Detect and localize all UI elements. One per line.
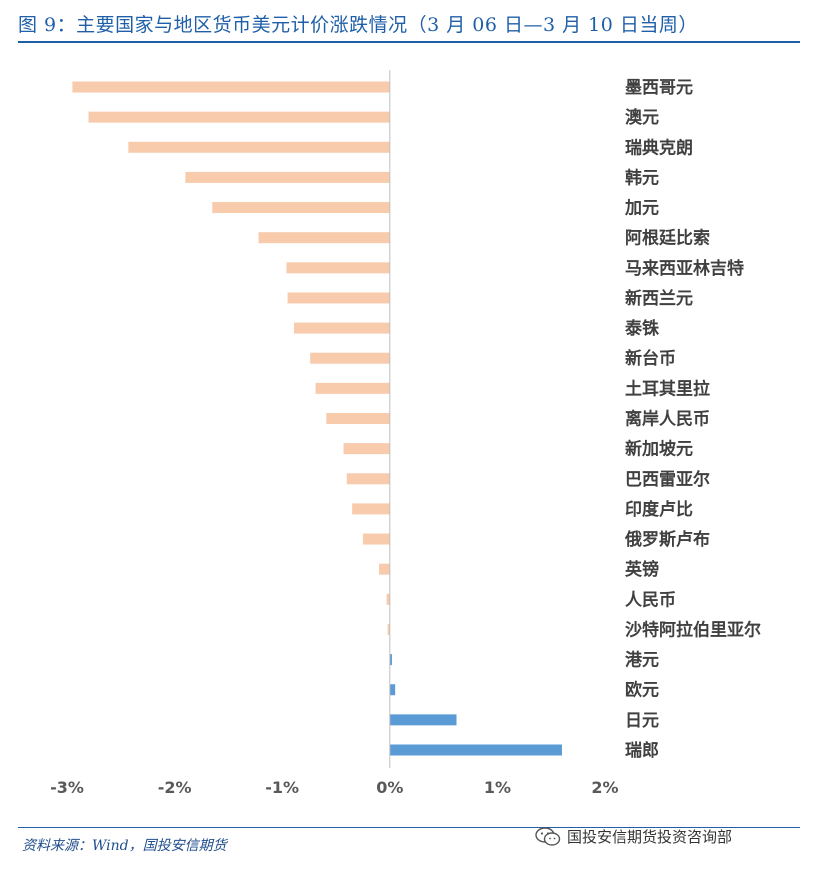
- category-label: 瑞典克朗: [625, 137, 693, 158]
- bar: [346, 473, 390, 485]
- x-tick-label: 0%: [376, 778, 403, 797]
- category-label: 英镑: [625, 559, 659, 580]
- chart-title: 图 9：主要国家与地区货币美元计价涨跌情况（3 月 06 日—3 月 10 日当…: [18, 14, 698, 36]
- category-label: 新台币: [625, 348, 676, 369]
- x-tick-label: 2%: [591, 778, 618, 797]
- bar-chart: 墨西哥元澳元瑞典克朗韩元加元阿根廷比索马来西亚林吉特新西兰元泰铢新台币土耳其里拉…: [50, 70, 761, 797]
- bar: [310, 352, 390, 364]
- bar: [72, 81, 390, 93]
- watermark-text: 国投安信期货投资咨询部: [567, 828, 733, 846]
- category-label: 印度卢比: [625, 499, 693, 520]
- bar: [88, 111, 390, 123]
- category-label: 港元: [625, 650, 659, 671]
- bar: [343, 443, 390, 455]
- category-label: 马来西亚林吉特: [625, 258, 744, 279]
- bar: [258, 232, 390, 244]
- category-label: 加元: [624, 199, 659, 219]
- bar: [389, 714, 457, 726]
- bar: [352, 503, 390, 515]
- category-label: 瑞郎: [625, 740, 659, 761]
- category-label: 韩元: [625, 167, 659, 188]
- category-label: 日元: [625, 711, 659, 731]
- bar: [362, 533, 390, 545]
- category-label: 澳元: [625, 107, 659, 128]
- footer-divider: [18, 827, 800, 828]
- wechat-icon: [535, 826, 561, 846]
- x-tick-label: -2%: [158, 778, 192, 797]
- category-label: 土耳其里拉: [625, 378, 710, 399]
- category-label: 沙特阿拉伯里亚尔: [625, 619, 761, 640]
- bar: [287, 292, 390, 304]
- category-label: 巴西雷亚尔: [625, 469, 710, 490]
- x-tick-labels: -3% -2% -1% 0% 1% 2%: [50, 778, 618, 797]
- bar: [379, 563, 390, 575]
- category-label: 新西兰元: [625, 288, 693, 309]
- bar: [389, 654, 392, 666]
- category-label: 离岸人民币: [625, 409, 710, 430]
- category-label: 新加坡元: [625, 439, 693, 460]
- bar: [128, 141, 390, 153]
- bar: [326, 413, 390, 424]
- title-divider: [18, 41, 800, 43]
- bar: [389, 744, 562, 756]
- x-tick-label: 1%: [484, 778, 511, 797]
- bar: [212, 202, 390, 214]
- source-note: 资料来源：Wind，国投安信期货: [22, 838, 227, 854]
- bar: [389, 684, 396, 696]
- bar: [315, 382, 390, 394]
- bar: [185, 171, 390, 183]
- category-label: 欧元: [625, 680, 659, 701]
- x-tick-label: -1%: [265, 778, 299, 797]
- category-label: 墨西哥元: [625, 78, 693, 98]
- category-label: 人民币: [625, 590, 676, 610]
- bar: [294, 322, 390, 334]
- bar: [387, 623, 390, 635]
- category-label: 泰铢: [625, 318, 660, 339]
- category-label: 俄罗斯卢布: [624, 529, 710, 550]
- watermark: 国投安信期货投资咨询部: [535, 826, 732, 847]
- category-label: 阿根廷比索: [625, 228, 710, 249]
- category-labels: 墨西哥元澳元瑞典克朗韩元加元阿根廷比索马来西亚林吉特新西兰元泰铢新台币土耳其里拉…: [624, 78, 761, 761]
- bar: [386, 593, 390, 605]
- bar: [286, 262, 390, 274]
- x-tick-label: -3%: [50, 778, 84, 797]
- bars-group: [72, 81, 562, 756]
